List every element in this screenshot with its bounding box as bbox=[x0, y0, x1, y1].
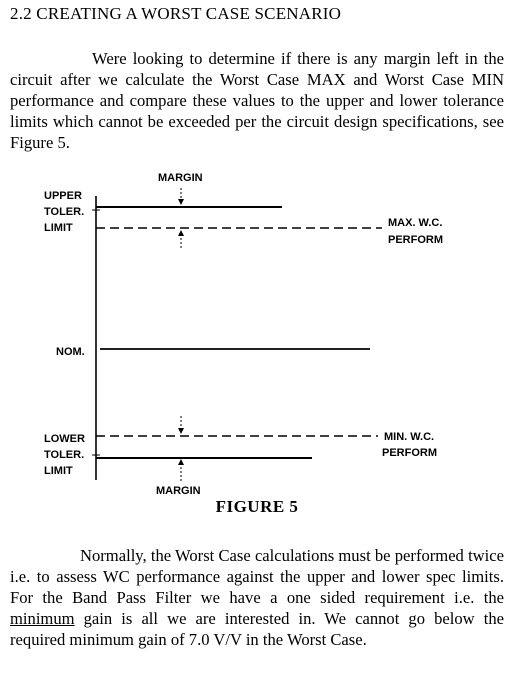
section-heading: 2.2 CREATING A WORST CASE SCENARIO bbox=[10, 4, 342, 23]
min-label-2: PERFORM bbox=[382, 447, 437, 459]
upper-label-2: TOLER. bbox=[44, 206, 84, 218]
lower-label-2: TOLER. bbox=[44, 449, 84, 461]
nom-label: NOM. bbox=[56, 346, 85, 358]
lower-label-1: LOWER bbox=[44, 433, 85, 445]
lower-label-3: LIMIT bbox=[44, 465, 73, 477]
margin-bottom-label: MARGIN bbox=[156, 485, 201, 497]
max-label-2: PERFORM bbox=[388, 234, 443, 246]
worst-case-diagram: MARGIN UPPER TOLER. LIMIT MAX. W.C. PERF… bbox=[44, 172, 443, 497]
body-paragraph: Normally, the Worst Case calculations mu… bbox=[10, 545, 504, 650]
min-label-1: MIN. W.C. bbox=[384, 431, 434, 443]
figure-caption: FIGURE 5 bbox=[215, 497, 299, 516]
bottom-margin-arrow bbox=[178, 416, 184, 482]
emphasis-minimum: minimum bbox=[10, 609, 75, 628]
para2-after: gain is all we are interested in. We can… bbox=[10, 609, 504, 649]
upper-label-1: UPPER bbox=[44, 190, 82, 202]
para2-before: Normally, the Worst Case calculations mu… bbox=[10, 546, 504, 607]
upper-label-3: LIMIT bbox=[44, 222, 73, 234]
top-margin-arrow bbox=[178, 188, 184, 248]
margin-top-label: MARGIN bbox=[158, 172, 203, 184]
intro-paragraph: Were looking to determine if there is an… bbox=[10, 49, 504, 152]
max-label-1: MAX. W.C. bbox=[388, 217, 442, 229]
